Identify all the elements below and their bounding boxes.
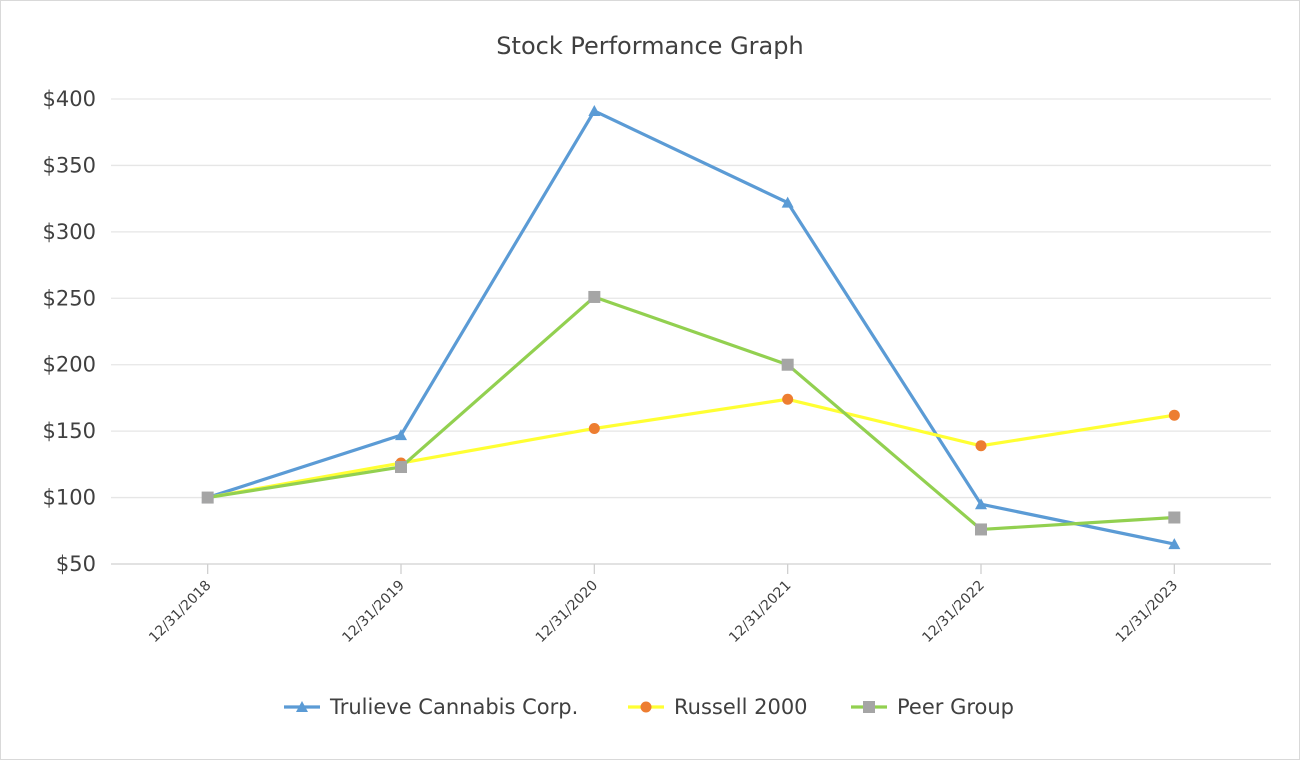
series-line xyxy=(207,295,1175,532)
data-point-circle xyxy=(640,701,652,713)
y-tick-label: $300 xyxy=(43,220,96,244)
x-tick-label: 12/31/2023 xyxy=(1113,578,1181,646)
chart-title: Stock Performance Graph xyxy=(496,32,803,60)
data-point-square xyxy=(781,358,794,371)
data-point-triangle xyxy=(781,196,794,208)
series-line xyxy=(207,397,1175,500)
x-tick-label: 12/31/2019 xyxy=(339,578,407,646)
legend-label: Trulieve Cannabis Corp. xyxy=(329,695,578,719)
data-point-circle xyxy=(782,393,794,405)
x-axis-tick-labels: 12/31/2018 12/31/2019 12/31/2020 12/31/2021… xyxy=(146,564,1181,646)
data-point-circle xyxy=(975,440,987,452)
x-tick-label: 12/31/2020 xyxy=(533,578,601,646)
series-lines xyxy=(201,104,1181,550)
legend-entry: Trulieve Cannabis Corp. xyxy=(284,695,578,719)
y-tick-label: $100 xyxy=(43,486,96,510)
data-point-triangle xyxy=(296,701,308,712)
series-markers xyxy=(202,393,1180,504)
series-markers xyxy=(201,104,1181,550)
data-point-square xyxy=(395,461,407,474)
data-point-square xyxy=(588,290,601,303)
x-tick-label: 12/31/2021 xyxy=(726,578,794,646)
data-point-triangle xyxy=(975,498,987,510)
x-tick-label: 12/31/2018 xyxy=(146,578,214,646)
y-tick-label: $350 xyxy=(43,153,96,177)
y-axis-tick-labels: $50 $100 $150 $200 $250 $300 $350 $400 xyxy=(43,87,96,576)
gridlines xyxy=(111,98,1271,565)
y-tick-label: $400 xyxy=(43,87,96,111)
legend-label: Peer Group xyxy=(897,695,1014,719)
data-point-square xyxy=(1168,511,1181,524)
data-point-square xyxy=(863,701,875,713)
y-tick-label: $150 xyxy=(43,419,96,443)
x-tick-label: 12/31/2022 xyxy=(919,578,987,646)
data-point-triangle xyxy=(588,104,601,116)
legend-entry: Peer Group xyxy=(851,695,1014,719)
legend: Trulieve Cannabis Corp. Russell 2000 Peer … xyxy=(284,695,1014,719)
legend-entry: Russell 2000 xyxy=(628,695,808,719)
legend-label: Russell 2000 xyxy=(674,695,808,719)
data-point-circle xyxy=(1168,409,1180,421)
y-tick-label: $50 xyxy=(56,552,96,576)
data-point-triangle xyxy=(395,429,407,441)
data-point-square xyxy=(975,523,987,536)
series xyxy=(207,397,1175,500)
data-point-square xyxy=(201,491,214,504)
series xyxy=(207,109,1175,546)
series-markers xyxy=(201,290,1181,536)
data-point-circle xyxy=(588,422,600,434)
y-tick-label: $200 xyxy=(43,353,96,377)
series-line xyxy=(207,109,1175,546)
data-point-triangle xyxy=(1168,538,1181,550)
series xyxy=(207,295,1175,532)
y-tick-label: $250 xyxy=(43,286,96,310)
